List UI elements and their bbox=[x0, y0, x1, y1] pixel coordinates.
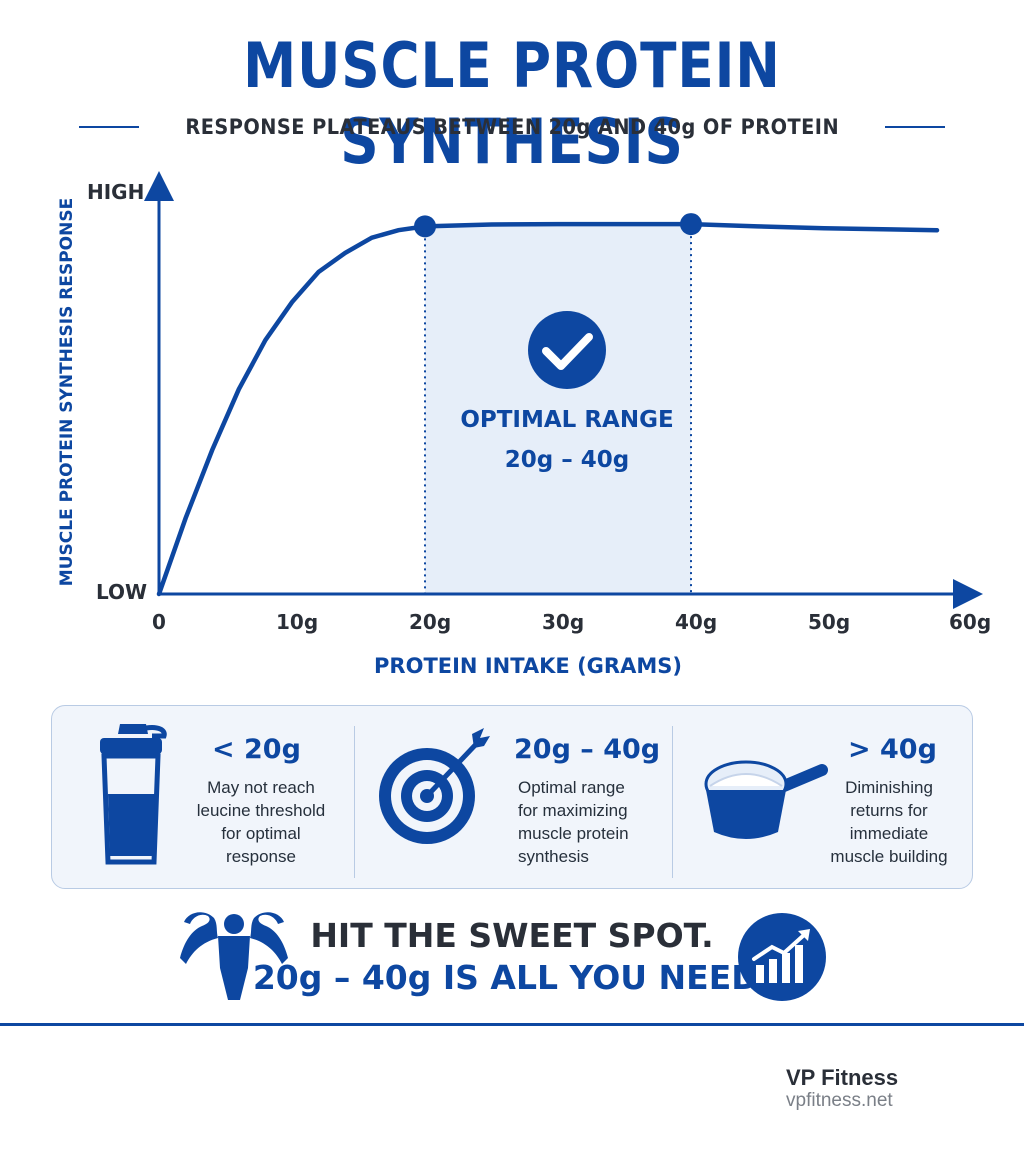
info-panel: < 20g May not reach leucine threshold fo… bbox=[51, 705, 973, 889]
subtitle-rule-right bbox=[885, 126, 946, 128]
x-tick-label: 0 bbox=[152, 610, 166, 634]
x-tick-label: 50g bbox=[808, 610, 850, 634]
annotation-line-1: OPTIMAL RANGE bbox=[460, 407, 673, 433]
panel-divider-1 bbox=[354, 726, 355, 878]
optimal-range-heading: 20g – 40g bbox=[514, 734, 661, 765]
y-tick-low: LOW bbox=[96, 580, 147, 604]
annotation-line-2: 20g – 40g bbox=[505, 447, 629, 473]
brand-name: VP Fitness bbox=[786, 1065, 899, 1090]
target-icon bbox=[379, 728, 490, 844]
x-tick-label: 30g bbox=[542, 610, 584, 634]
high-range-text: Diminishing returns for immediate muscle… bbox=[830, 778, 948, 866]
optimal-range-band bbox=[425, 226, 691, 594]
flexing-bodybuilder-icon bbox=[180, 912, 288, 1000]
marker-40g bbox=[680, 213, 702, 236]
y-tick-high: HIGH bbox=[87, 180, 144, 204]
y-axis-label: MUSCLE PROTEIN SYNTHESIS RESPONSE bbox=[57, 198, 77, 586]
low-range-heading: < 20g bbox=[212, 734, 301, 765]
x-tick-label: 40g bbox=[675, 610, 717, 634]
x-tick-label: 10g bbox=[276, 610, 318, 634]
panel-divider-2 bbox=[672, 726, 673, 878]
x-axis-label: PROTEIN INTAKE (GRAMS) bbox=[374, 654, 682, 678]
check-icon bbox=[528, 311, 606, 389]
protein-scoop-icon bbox=[704, 760, 828, 839]
x-tick-label: 60g bbox=[949, 610, 991, 634]
series-line bbox=[156, 221, 940, 597]
shaker-bottle-icon bbox=[100, 724, 167, 865]
high-range-heading: > 40g bbox=[848, 734, 937, 765]
subtitle-row: RESPONSE PLATEAUS BETWEEN 20g AND 40g OF… bbox=[0, 112, 1024, 142]
protein-synthesis-chart: OPTIMAL RANGE 20g – 40g HIGH LOW MUSCLE … bbox=[57, 171, 991, 678]
brand-website: vpfitness.net bbox=[786, 1090, 893, 1111]
growth-chart-icon bbox=[738, 913, 826, 1001]
x-tick-label: 20g bbox=[409, 610, 451, 634]
subtitle-rule-left bbox=[78, 126, 139, 128]
page-title: MUSCLE PROTEIN SYNTHESIS bbox=[243, 29, 781, 178]
marker-20g bbox=[414, 215, 436, 238]
optimal-range-text: Optimal range for maximizing muscle prot… bbox=[518, 778, 629, 866]
cta-line-2: 20g – 40g IS ALL YOU NEED. bbox=[252, 958, 772, 997]
x-tick-labels: 0 10g 20g 30g 40g 50g 60g bbox=[152, 610, 991, 634]
page-subtitle: RESPONSE PLATEAUS BETWEEN 20g AND 40g OF… bbox=[185, 115, 839, 139]
footer-rule bbox=[0, 1023, 1024, 1026]
low-range-text: May not reach leucine threshold for opti… bbox=[196, 778, 326, 866]
cta-line-1: HIT THE SWEET SPOT. bbox=[310, 916, 714, 955]
